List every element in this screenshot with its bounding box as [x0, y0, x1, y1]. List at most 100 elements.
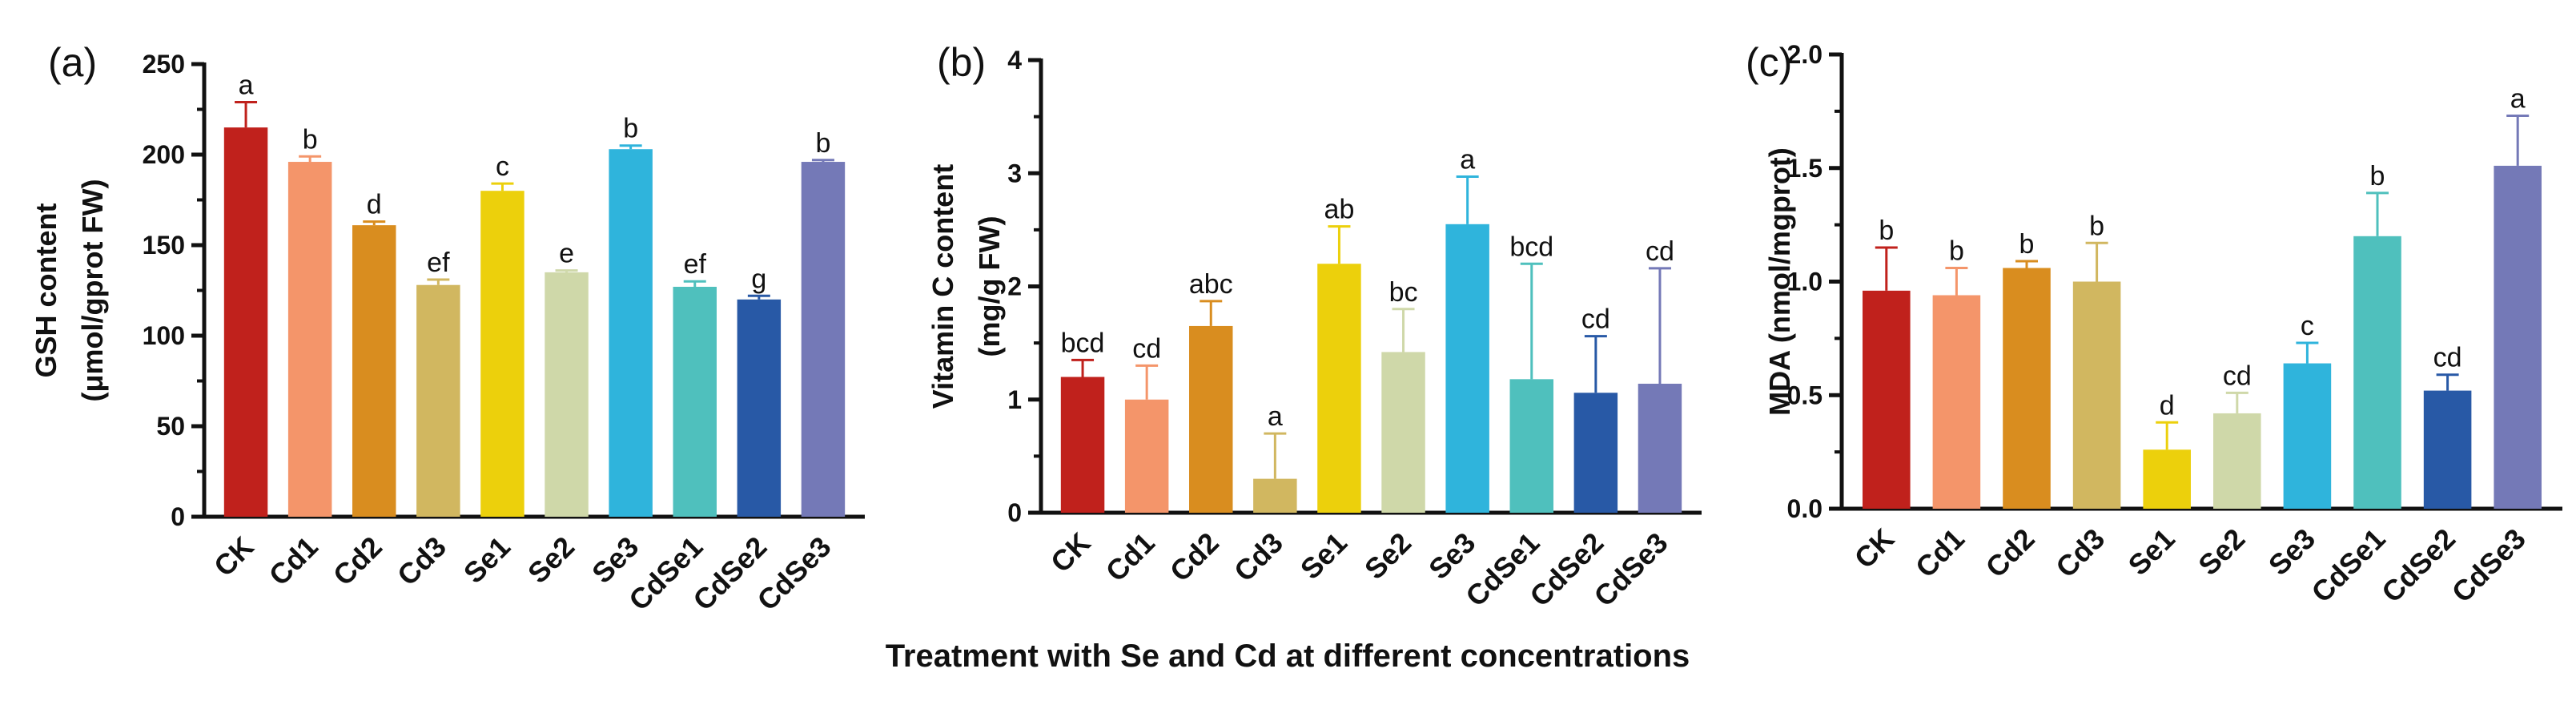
significance-letter: b: [1879, 216, 1894, 246]
significance-letter: a: [1460, 144, 1475, 175]
significance-letter: d: [367, 190, 382, 220]
x-tick-label: CK: [1044, 526, 1097, 579]
panel-2: (b) Vitamin C content (mg/g FW) 0 1 2 3 4 bcd CK c…: [926, 40, 1702, 613]
y-tick-label: 200: [143, 140, 185, 169]
x-tick-label: Cd3: [1228, 526, 1289, 588]
significance-letter: ef: [427, 248, 450, 278]
x-tick-label: Cd3: [2049, 522, 2111, 584]
bar-cdse2: [2423, 390, 2472, 509]
significance-letter: b: [2370, 161, 2385, 191]
bar-se3: [2283, 363, 2332, 509]
y-tick-label: 0: [171, 502, 185, 531]
bar-ck: [1060, 377, 1105, 513]
y-tick-label: 0.0: [1787, 494, 1822, 523]
bar-se1: [1317, 264, 1361, 513]
x-tick-label: Se1: [1294, 526, 1353, 586]
significance-letter: bc: [1389, 277, 1418, 308]
x-tick-label: Cd1: [1099, 526, 1161, 588]
significance-letter: bcd: [1061, 328, 1105, 358]
x-tick-label: Se2: [521, 530, 581, 590]
significance-letter: cd: [1646, 236, 1674, 267]
significance-letter: ab: [1324, 195, 1355, 225]
y-tick-label: 100: [143, 321, 185, 350]
panel-1: (a) GSH content (μmol/gprot FW) 0 50 100 150 20…: [30, 40, 865, 617]
significance-letter: e: [559, 239, 574, 269]
y-tick-label: 2: [1007, 272, 1022, 301]
x-tick-label: Cd2: [1979, 522, 2041, 584]
y-tick-label: 50: [156, 412, 185, 441]
bar-se3: [609, 149, 653, 517]
y-tick-label: 250: [143, 50, 185, 79]
bar-cd3: [1253, 478, 1297, 513]
significance-letter: b: [815, 128, 830, 159]
bar-ck: [1863, 290, 1911, 509]
bar-se1: [480, 191, 524, 517]
bar-cdse1: [1509, 379, 1553, 513]
y-tick-label: 150: [143, 231, 185, 260]
panel-tag: (c): [1746, 40, 1792, 85]
y-tick-label: 1.0: [1787, 268, 1822, 296]
y-axis-label-units: (mg/g FW): [973, 216, 1006, 357]
x-tick-label: Se2: [2192, 522, 2251, 582]
significance-letter: b: [303, 124, 318, 155]
x-tick-label: CK: [1848, 522, 1901, 575]
significance-letter: g: [751, 264, 766, 294]
significance-letter: b: [623, 114, 638, 144]
bar-cdse1: [673, 286, 717, 517]
y-tick-label: 3: [1007, 159, 1022, 187]
significance-letter: b: [2019, 229, 2035, 260]
y-axis-label: GSH content: [30, 203, 62, 377]
x-tick-label: CdSe1: [2305, 522, 2391, 609]
significance-letter: b: [1949, 236, 1964, 266]
x-tick-label: CdSe3: [1587, 526, 1674, 613]
x-tick-label: Se1: [457, 530, 516, 590]
bar-se2: [545, 272, 589, 517]
bar-se1: [2143, 449, 2191, 509]
bar-cd2: [1189, 325, 1233, 513]
significance-letter: cd: [1581, 304, 1610, 335]
significance-letter: bcd: [1509, 232, 1553, 262]
bar-cd3: [2072, 281, 2121, 509]
x-tick-label: CK: [207, 530, 260, 583]
y-axis-label-units: (μmol/gprot FW): [76, 179, 109, 402]
significance-letter: c: [2301, 311, 2314, 341]
bar-cdse2: [1573, 393, 1618, 513]
significance-letter: abc: [1189, 269, 1233, 300]
bar-cd1: [1932, 295, 1981, 509]
significance-letter: ef: [684, 249, 707, 280]
bar-cdse2: [737, 299, 782, 517]
significance-letter: a: [239, 70, 254, 100]
significance-letter: d: [2160, 390, 2175, 421]
y-axis-label: MDA (nmol/mgprot): [1763, 147, 1796, 416]
x-tick-label: Cd2: [1163, 526, 1225, 588]
bar-cd3: [416, 284, 460, 517]
bar-cd2: [2003, 268, 2051, 509]
panel-3: (c) MDA (nmol/mgprot) 0.0 0.5 1.0 1.5 2.0 b CK b C…: [1746, 40, 2562, 609]
chart-panels: (a)GSH content (μmol/gprot FW)05010015020…: [30, 40, 2562, 617]
panel-tag: (a): [48, 40, 97, 85]
x-tick-label: Se3: [2262, 522, 2321, 582]
significance-letter: b: [2089, 211, 2104, 241]
bar-cdse3: [2494, 165, 2542, 510]
significance-letter: cd: [1132, 333, 1161, 364]
y-tick-label: 1.5: [1787, 154, 1822, 183]
x-tick-label: CdSe3: [750, 530, 837, 617]
x-tick-label: CdSe3: [2445, 522, 2532, 609]
bar-se2: [2213, 413, 2261, 509]
x-tick-label: Cd2: [327, 530, 388, 592]
bar-cdse1: [2353, 236, 2401, 509]
y-tick-label: 0.5: [1787, 381, 1822, 409]
x-tick-label: Cd1: [263, 530, 324, 592]
x-tick-label: Se2: [1358, 526, 1417, 586]
x-tick-label: Cd1: [1909, 522, 1971, 584]
significance-letter: c: [496, 151, 509, 182]
y-axis-label: Vitamin C content: [926, 164, 959, 409]
bar-cd2: [352, 225, 396, 517]
bar-cdse3: [1638, 383, 1682, 513]
y-tick-label: 4: [1007, 46, 1022, 75]
x-tick-label: Se1: [2122, 522, 2181, 582]
bar-cdse3: [801, 162, 846, 518]
bar-cd1: [287, 162, 332, 518]
significance-letter: a: [2510, 84, 2526, 115]
